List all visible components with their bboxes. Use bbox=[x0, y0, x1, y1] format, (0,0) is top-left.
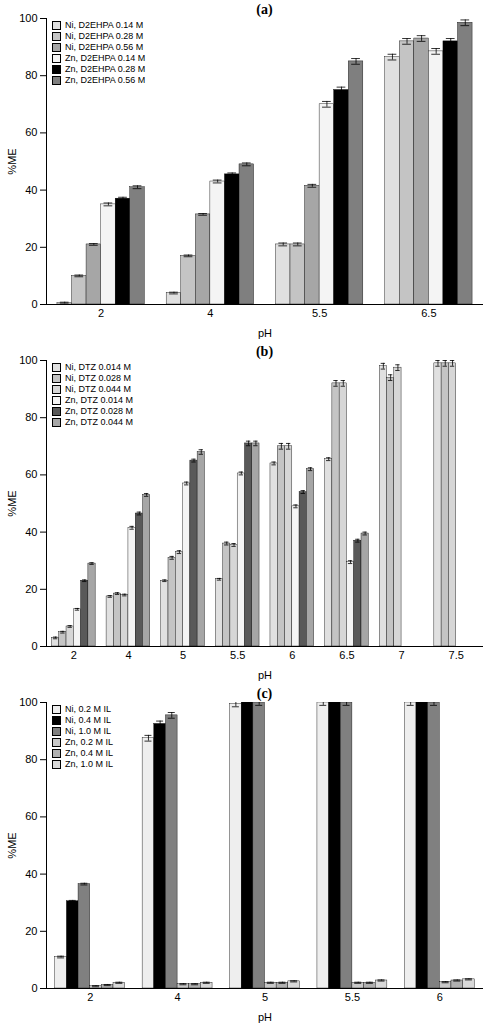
svg-text:0: 0 bbox=[31, 982, 37, 994]
html-text:Zn, 0.4 M IL: Zn, 0.4 M IL bbox=[65, 748, 113, 758]
html-text:(a): (a) bbox=[256, 2, 273, 17]
html-text:Zn, DTZ 0.044 M: Zn, DTZ 0.044 M bbox=[65, 417, 133, 427]
svg-text:%ME: %ME bbox=[6, 148, 18, 174]
html-text:Ni, DTZ 0.014 M: Ni, DTZ 0.014 M bbox=[65, 362, 131, 372]
svg-text:5: 5 bbox=[180, 649, 186, 661]
svg-text:2: 2 bbox=[98, 307, 104, 319]
svg-text:pH: pH bbox=[258, 669, 272, 681]
svg-text:100: 100 bbox=[19, 354, 37, 366]
html-text:Ni, 1.0 M IL: Ni, 1.0 M IL bbox=[65, 726, 111, 736]
svg-text:2: 2 bbox=[71, 649, 77, 661]
svg-text:100: 100 bbox=[19, 12, 37, 24]
html-text:(b): (b) bbox=[255, 344, 274, 359]
svg-text:%ME: %ME bbox=[6, 490, 18, 516]
svg-text:5.5: 5.5 bbox=[230, 649, 245, 661]
svg-text:7.5: 7.5 bbox=[449, 649, 464, 661]
html-text:Zn, D2EHPA 0.14 M: Zn, D2EHPA 0.14 M bbox=[65, 53, 146, 63]
svg-text:60: 60 bbox=[25, 810, 37, 822]
svg-text:60: 60 bbox=[25, 126, 37, 138]
svg-text:6.5: 6.5 bbox=[339, 649, 354, 661]
html-text:Zn, DTZ 0.028 M: Zn, DTZ 0.028 M bbox=[65, 406, 133, 416]
svg-text:0: 0 bbox=[31, 640, 37, 652]
svg-text:5.5: 5.5 bbox=[312, 307, 327, 319]
html-text:(c): (c) bbox=[256, 686, 273, 701]
html-text:Zn, 0.2 M IL: Zn, 0.2 M IL bbox=[65, 737, 113, 747]
html-text:Ni, D2EHPA 0.56 M: Ni, D2EHPA 0.56 M bbox=[65, 42, 144, 52]
svg-text:40: 40 bbox=[25, 868, 37, 880]
svg-text:80: 80 bbox=[25, 411, 37, 423]
svg-text:6.5: 6.5 bbox=[421, 307, 436, 319]
svg-text:pH: pH bbox=[258, 327, 272, 339]
svg-text:%ME: %ME bbox=[6, 832, 18, 858]
svg-text:2: 2 bbox=[87, 991, 93, 1003]
svg-text:60: 60 bbox=[25, 468, 37, 480]
svg-text:5.5: 5.5 bbox=[345, 991, 360, 1003]
html-text:Ni, DTZ 0.028 M: Ni, DTZ 0.028 M bbox=[65, 373, 131, 383]
html-text:Ni, 0.2 M IL: Ni, 0.2 M IL bbox=[65, 704, 111, 714]
html-text:Ni, 0.4 M IL: Ni, 0.4 M IL bbox=[65, 715, 111, 725]
svg-text:pH: pH bbox=[258, 1011, 272, 1023]
svg-text:5: 5 bbox=[262, 991, 268, 1003]
html-text:Zn, 1.0 M IL: Zn, 1.0 M IL bbox=[65, 759, 113, 769]
svg-text:80: 80 bbox=[25, 753, 37, 765]
svg-text:7: 7 bbox=[399, 649, 405, 661]
svg-text:80: 80 bbox=[25, 69, 37, 81]
svg-text:40: 40 bbox=[25, 526, 37, 538]
svg-text:20: 20 bbox=[25, 925, 37, 937]
svg-text:4: 4 bbox=[125, 649, 131, 661]
svg-text:20: 20 bbox=[25, 583, 37, 595]
svg-text:0: 0 bbox=[31, 298, 37, 310]
html-text:Ni, D2EHPA 0.14 M: Ni, D2EHPA 0.14 M bbox=[65, 20, 144, 30]
svg-text:20: 20 bbox=[25, 241, 37, 253]
svg-text:4: 4 bbox=[175, 991, 181, 1003]
html-text:Ni, DTZ 0.044 M: Ni, DTZ 0.044 M bbox=[65, 384, 131, 394]
svg-text:6: 6 bbox=[437, 991, 443, 1003]
html-text:Ni, D2EHPA 0.28 M: Ni, D2EHPA 0.28 M bbox=[65, 31, 144, 41]
html-text:Zn, DTZ 0.014 M: Zn, DTZ 0.014 M bbox=[65, 395, 133, 405]
html-text:Zn, D2EHPA 0.56 M: Zn, D2EHPA 0.56 M bbox=[65, 75, 146, 85]
html-text:Zn, D2EHPA 0.28 M: Zn, D2EHPA 0.28 M bbox=[65, 64, 146, 74]
svg-text:100: 100 bbox=[19, 696, 37, 708]
svg-text:4: 4 bbox=[207, 307, 213, 319]
svg-text:6: 6 bbox=[289, 649, 295, 661]
svg-text:40: 40 bbox=[25, 184, 37, 196]
